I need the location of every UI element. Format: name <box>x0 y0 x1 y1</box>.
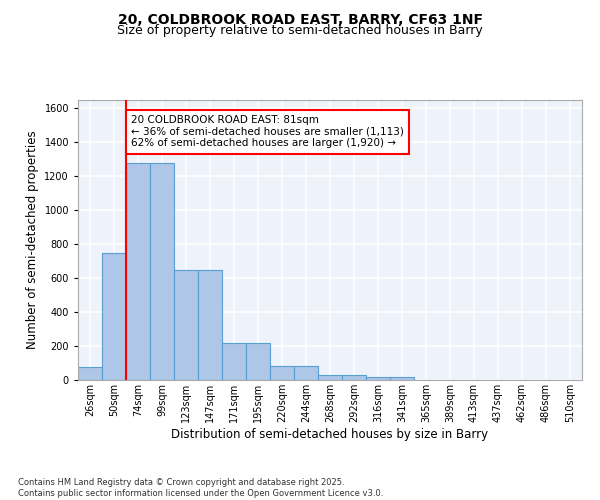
Y-axis label: Number of semi-detached properties: Number of semi-detached properties <box>26 130 39 350</box>
Bar <box>150 163 174 380</box>
Bar <box>246 342 270 380</box>
Text: 20 COLDBROOK ROAD EAST: 81sqm
← 36% of semi-detached houses are smaller (1,113)
: 20 COLDBROOK ROAD EAST: 81sqm ← 36% of s… <box>131 116 404 148</box>
Bar <box>342 375 366 380</box>
Bar <box>126 163 150 380</box>
Bar <box>318 375 342 380</box>
Bar <box>174 270 198 380</box>
Bar <box>294 366 318 380</box>
Bar <box>270 366 294 380</box>
X-axis label: Distribution of semi-detached houses by size in Barry: Distribution of semi-detached houses by … <box>172 428 488 440</box>
Bar <box>366 378 390 380</box>
Bar <box>102 252 126 380</box>
Bar <box>198 270 222 380</box>
Bar <box>222 342 246 380</box>
Bar <box>78 368 102 380</box>
Text: 20, COLDBROOK ROAD EAST, BARRY, CF63 1NF: 20, COLDBROOK ROAD EAST, BARRY, CF63 1NF <box>118 12 482 26</box>
Bar <box>390 378 414 380</box>
Text: Size of property relative to semi-detached houses in Barry: Size of property relative to semi-detach… <box>117 24 483 37</box>
Text: Contains HM Land Registry data © Crown copyright and database right 2025.
Contai: Contains HM Land Registry data © Crown c… <box>18 478 383 498</box>
